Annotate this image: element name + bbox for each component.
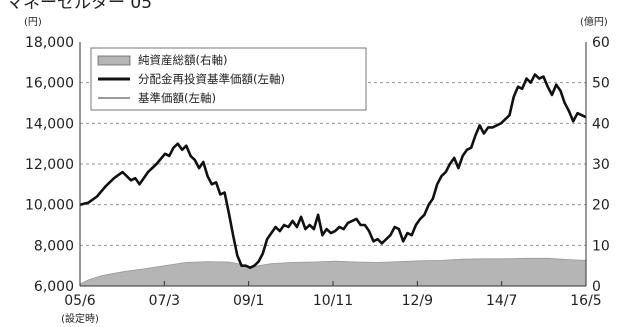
y-right-tick-label: 60 bbox=[592, 35, 610, 51]
y-left-tick-label: 18,000 bbox=[25, 35, 74, 51]
legend-swatch-area bbox=[97, 55, 131, 66]
y-left-tick-label: 12,000 bbox=[25, 157, 74, 173]
y-left-tick-label: 16,000 bbox=[25, 76, 74, 92]
chart-title-fragment: マネーセルター 05 bbox=[6, 0, 152, 13]
x-tick-label: 14/7 bbox=[486, 293, 517, 309]
x-tick-label: 16/5 bbox=[570, 293, 601, 309]
series-lines bbox=[79, 73, 587, 269]
x-tick-label: 09/1 bbox=[233, 293, 264, 309]
x-tick-label: 07/3 bbox=[149, 293, 180, 309]
tick-labels: 18,000 60 16,000 50 14,000 40 12,000 30 10,000 20… bbox=[25, 35, 610, 325]
y-left-tick-label: 10,000 bbox=[25, 198, 74, 214]
y-left-tick-label: 8,000 bbox=[34, 238, 74, 254]
y-right-tick-label: 40 bbox=[592, 116, 610, 132]
reinvested-nav-series-line bbox=[79, 73, 587, 269]
x-tick-label: 10/11 bbox=[313, 293, 353, 309]
x-tick-label: 12/9 bbox=[402, 293, 433, 309]
legend: 純資産総額(右軸) 分配金再投資基準価額(左軸) 基準価額(左軸) bbox=[90, 47, 367, 111]
x-tick-sublabel: (設定時) bbox=[61, 312, 99, 325]
y-right-tick-label: 50 bbox=[592, 76, 610, 92]
y-right-tick-label: 30 bbox=[592, 157, 610, 173]
axes bbox=[79, 42, 587, 287]
x-tick-label: 05/6 bbox=[64, 293, 96, 309]
legend-box bbox=[90, 47, 367, 111]
net-assets-area bbox=[79, 257, 587, 287]
y-right-tick-label: 20 bbox=[592, 198, 610, 214]
left-axis-unit: (円) bbox=[24, 17, 42, 28]
net-assets-series-area bbox=[79, 257, 587, 287]
y-left-tick-label: 6,000 bbox=[34, 279, 74, 295]
legend-label-net-assets: 純資産総額(右軸) bbox=[138, 53, 227, 67]
legend-label-base-price: 基準価額(左軸) bbox=[138, 91, 216, 105]
y-left-tick-label: 14,000 bbox=[25, 116, 74, 132]
y-right-tick-label: 0 bbox=[592, 279, 601, 295]
legend-label-reinvested-nav: 分配金再投資基準価額(左軸) bbox=[138, 72, 285, 86]
y-right-tick-label: 10 bbox=[592, 238, 610, 254]
right-axis-unit: (億円) bbox=[580, 15, 608, 28]
